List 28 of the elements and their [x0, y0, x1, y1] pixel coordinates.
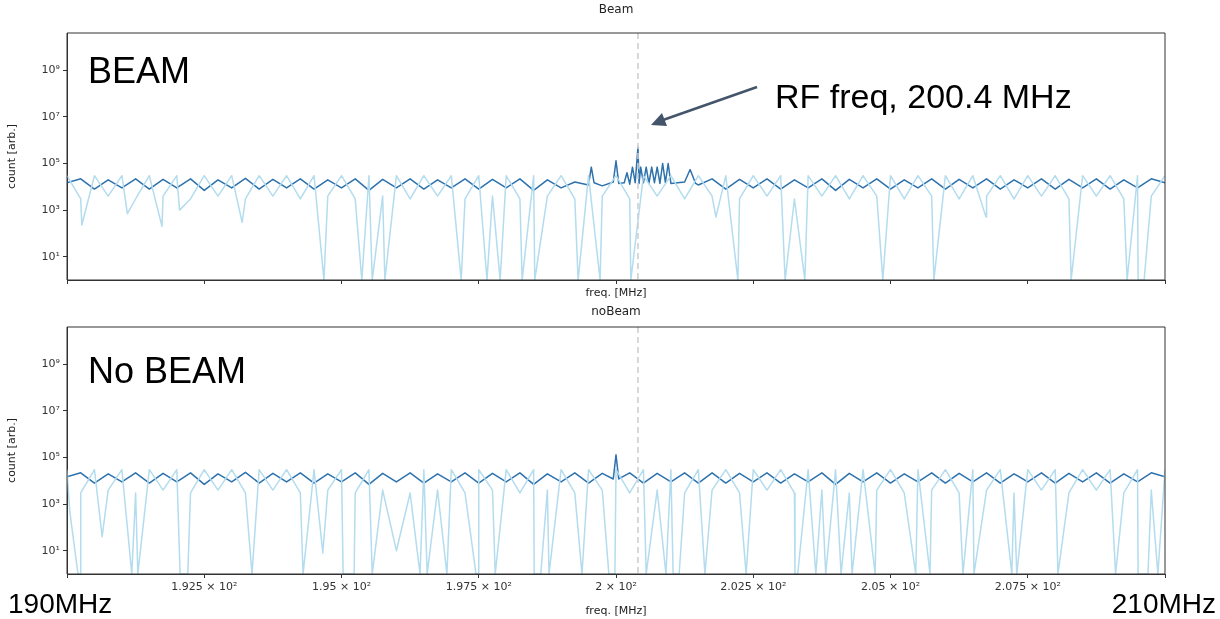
- y-tick-label: 10⁹: [41, 357, 60, 371]
- y-tick-label: 10¹: [41, 249, 60, 263]
- y-tick-label: 10⁷: [41, 109, 60, 123]
- y-axis-title: count [arb.]: [4, 418, 18, 483]
- x-tick-label: 1.975 × 10²: [445, 580, 512, 594]
- y-tick-label: 10¹: [41, 543, 60, 557]
- chart-title: Beam: [598, 2, 634, 17]
- text: 190MHz: [8, 588, 113, 619]
- annotation: BEAM: [88, 50, 191, 91]
- x-tick-label: 2 × 10²: [595, 580, 637, 594]
- y-tick-label: 10⁹: [41, 63, 60, 77]
- y-tick-label: 10⁵: [41, 450, 60, 464]
- x-tick-label: 2.05 × 10²: [860, 580, 921, 594]
- y-tick-label: 10³: [41, 202, 60, 216]
- chart-title: noBeam: [591, 304, 641, 319]
- annotation: No BEAM: [88, 350, 247, 391]
- y-axis-title: count [arb.]: [4, 124, 18, 189]
- x-tick-label: 1.95 × 10²: [311, 580, 372, 594]
- x-tick-label: 1.925 × 10²: [171, 580, 238, 594]
- text: 210MHz: [1111, 588, 1216, 619]
- y-tick-label: 10³: [41, 496, 60, 510]
- annotation: RF freq, 200.4 MHz: [775, 77, 1072, 115]
- y-tick-label: 10⁷: [41, 403, 60, 417]
- x-axis-title: freq. [MHz]: [585, 286, 647, 300]
- y-tick-label: 10⁵: [41, 156, 60, 170]
- x-tick-label: 2.025 × 10²: [720, 580, 787, 594]
- x-tick-label: 2.075 × 10²: [994, 580, 1061, 594]
- x-axis-title: freq. [MHz]: [585, 604, 647, 618]
